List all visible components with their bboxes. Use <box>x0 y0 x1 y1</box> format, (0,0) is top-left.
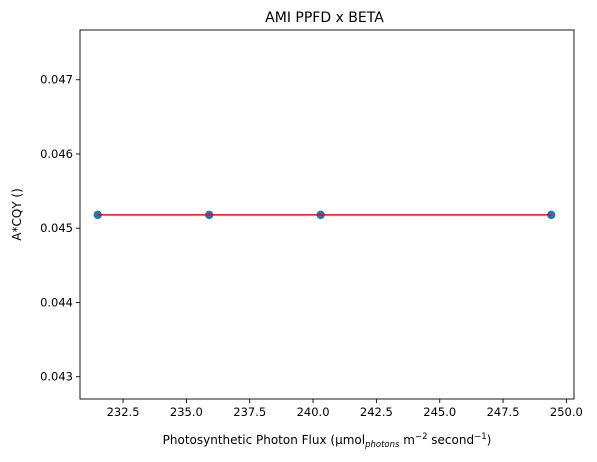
x-tick-label: 232.5 <box>107 405 140 419</box>
x-tick-label: 237.5 <box>233 405 266 419</box>
x-axis-ticks: 232.5 235.0 237.5 240.0 242.5 245.0 247.5 250.0 <box>107 399 583 419</box>
x-axis-label-mid2: second <box>427 433 474 447</box>
x-axis-label-superscript1: −2 <box>415 432 428 442</box>
x-tick-label: 235.0 <box>170 405 203 419</box>
x-axis-label-suffix: ) <box>487 433 492 447</box>
x-axis-label-mid1: m <box>399 433 415 447</box>
chart-title: AMI PPFD x BETA <box>265 10 384 26</box>
x-tick-label: 250.0 <box>550 405 583 419</box>
y-tick-label: 0.045 <box>40 221 73 235</box>
y-tick-label: 0.043 <box>40 370 73 384</box>
y-axis-ticks: 0.043 0.044 0.045 0.046 0.047 <box>40 73 80 384</box>
x-axis-label: Photosynthetic Photon Flux (µmolphotons … <box>163 432 492 450</box>
x-tick-label: 247.5 <box>487 405 520 419</box>
x-axis-label-prefix: Photosynthetic Photon Flux (µmol <box>163 433 365 447</box>
y-axis-label: A*CQY () <box>10 188 24 241</box>
x-tick-label: 240.0 <box>297 405 330 419</box>
y-tick-label: 0.047 <box>40 73 73 87</box>
x-tick-label: 245.0 <box>423 405 456 419</box>
y-tick-label: 0.044 <box>40 295 73 309</box>
x-axis-label-superscript2: −1 <box>474 432 487 442</box>
x-tick-label: 242.5 <box>360 405 393 419</box>
y-tick-label: 0.046 <box>40 147 73 161</box>
x-axis-label-subscript: photons <box>364 440 400 450</box>
plot-border <box>79 29 575 400</box>
